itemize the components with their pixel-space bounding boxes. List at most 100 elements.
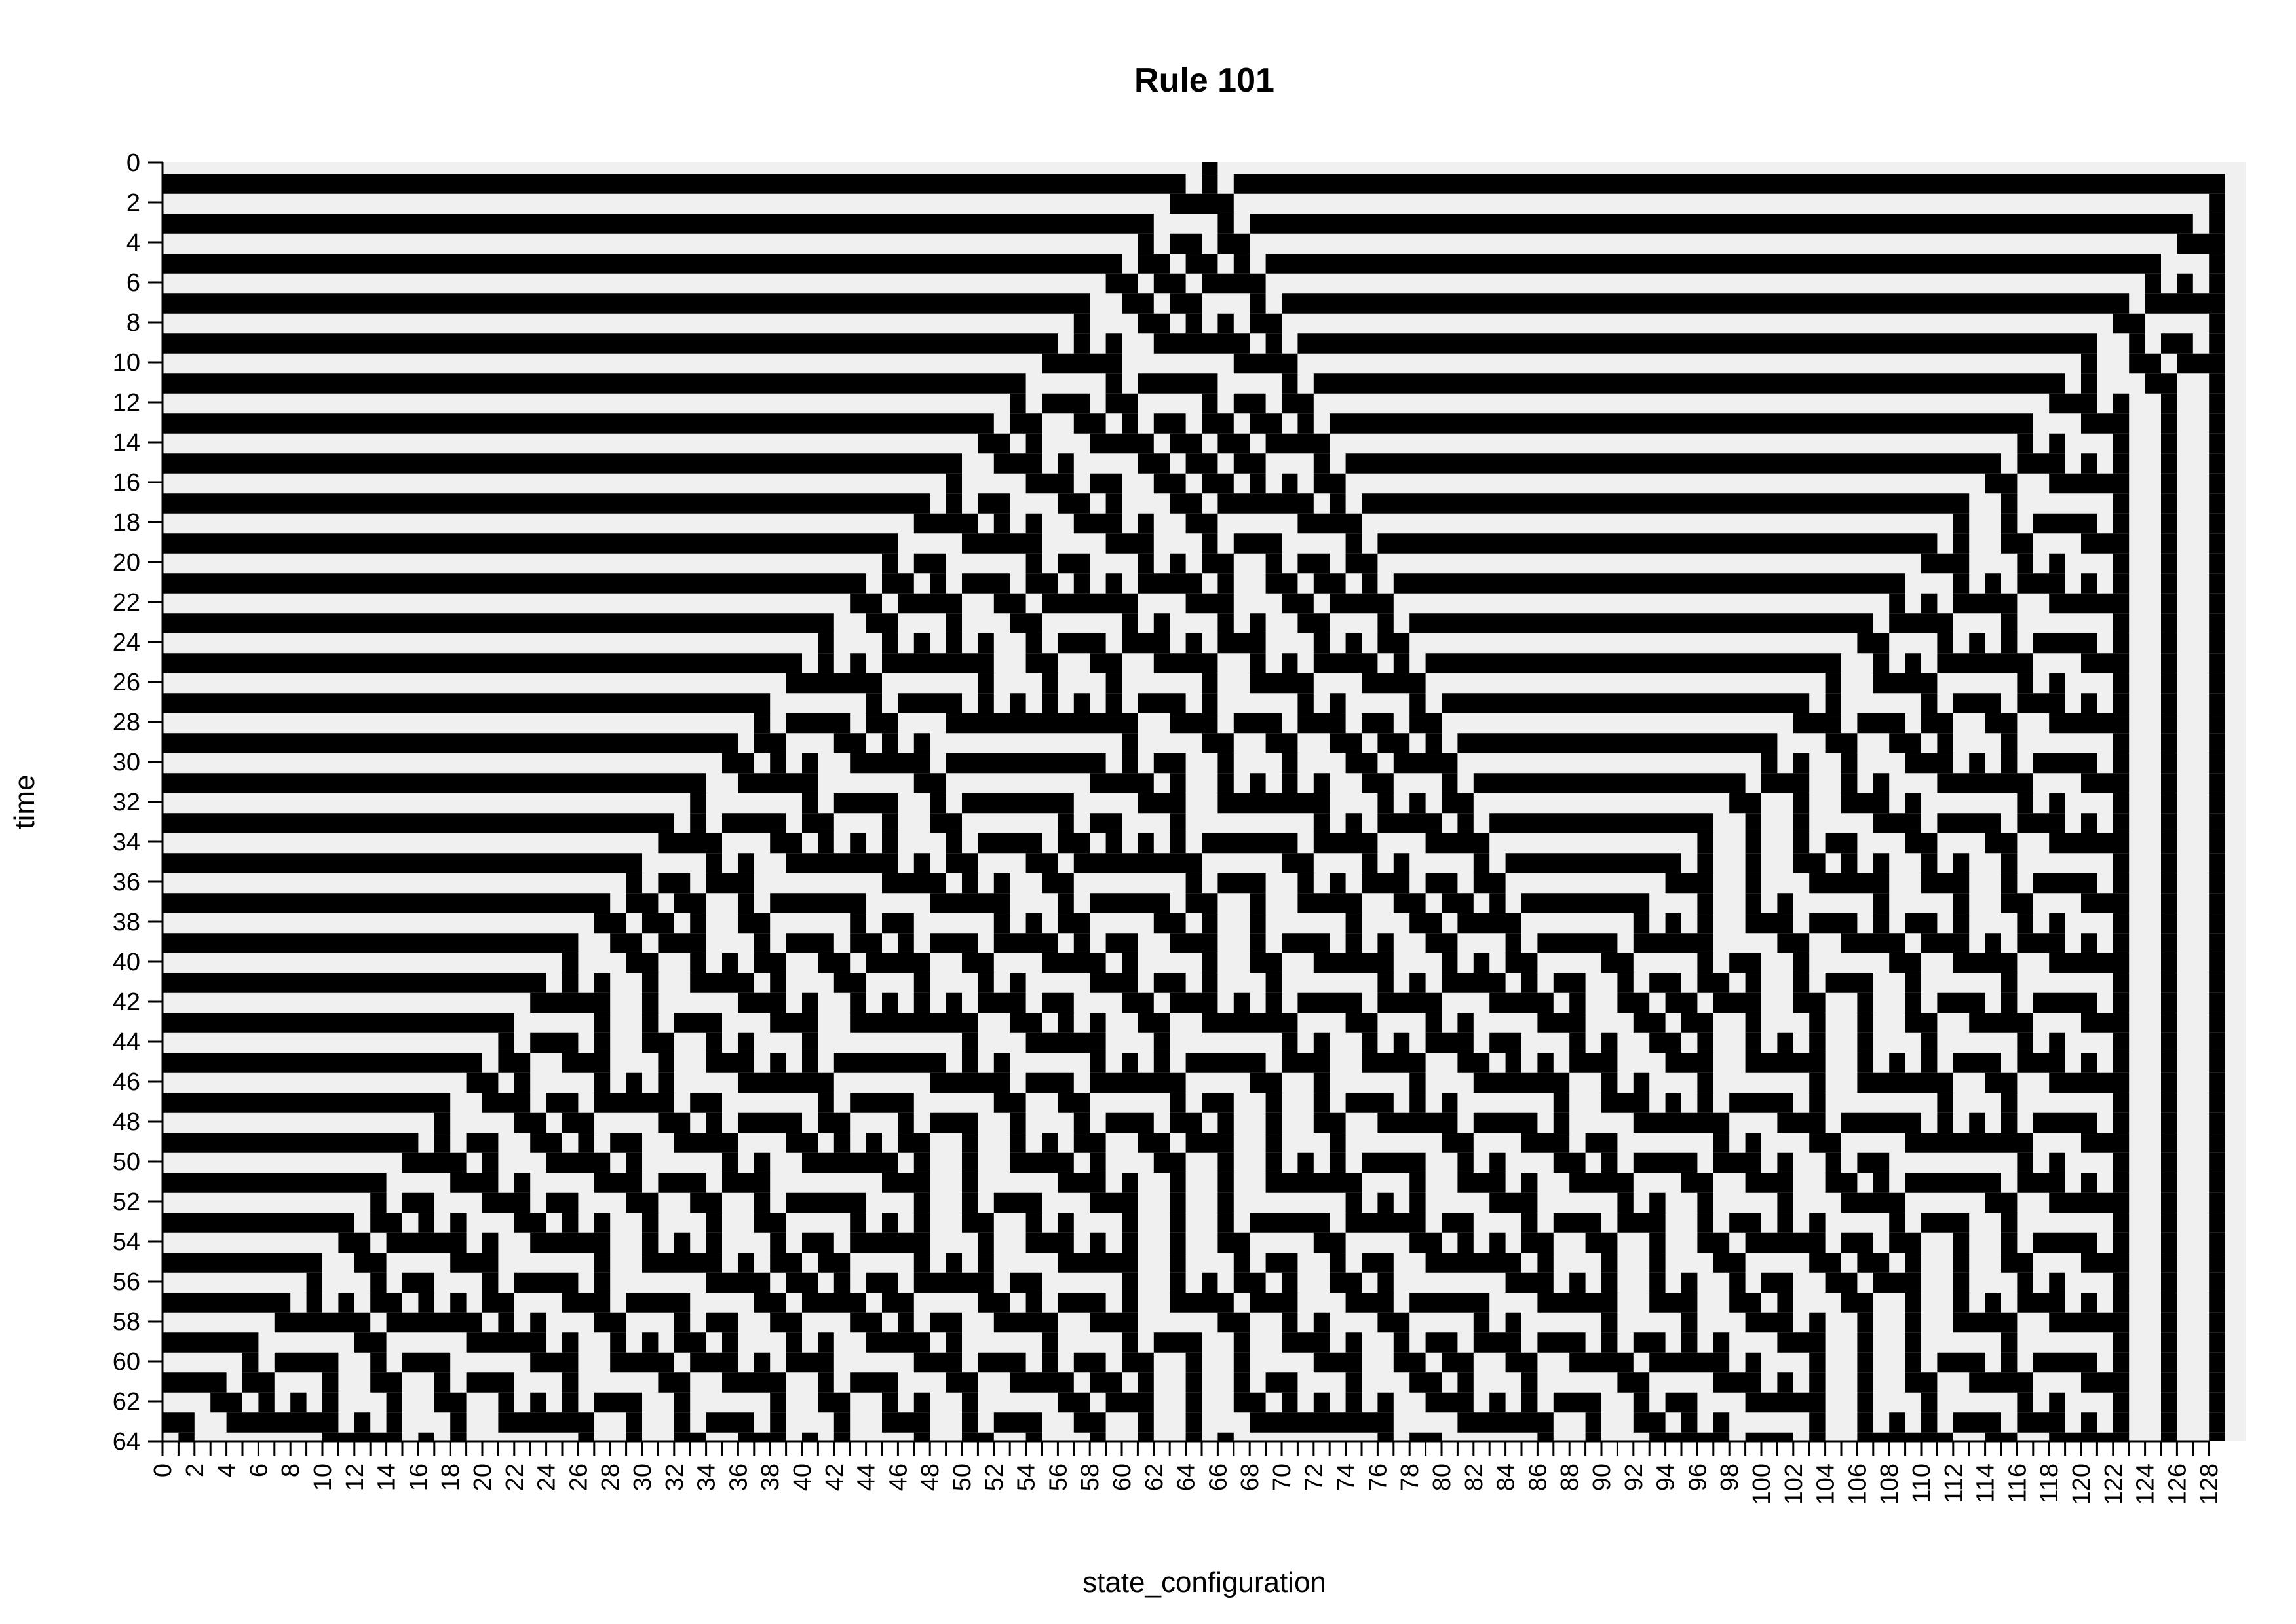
cell-run — [1953, 1412, 2001, 1433]
cell-run — [1362, 1152, 1426, 1173]
cell-run — [626, 873, 642, 894]
cell-run — [1809, 913, 1858, 934]
cell-run — [1233, 453, 1266, 474]
cell-run — [2209, 853, 2225, 873]
cell-run — [1553, 973, 1586, 993]
x-tick-label: 72 — [1301, 1463, 1328, 1491]
cell-run — [913, 1213, 930, 1233]
cell-run — [930, 793, 946, 814]
cell-run — [1042, 1332, 1058, 1353]
cell-run — [1649, 1192, 1666, 1213]
cell-run — [1313, 1352, 1362, 1373]
cell-run — [1505, 1312, 1521, 1333]
cell-run — [1793, 853, 1826, 873]
cell-run — [498, 1312, 514, 1333]
cell-run — [1058, 1213, 1074, 1233]
cell-run — [1377, 533, 1938, 554]
cell-run — [594, 1312, 626, 1333]
cell-run — [2161, 992, 2177, 1013]
cell-run — [1857, 1392, 1873, 1413]
cell-run — [1905, 1013, 1938, 1033]
cell-run — [370, 1352, 387, 1373]
cell-run — [1250, 933, 1266, 953]
cell-run — [594, 1072, 611, 1093]
cell-run — [993, 1053, 1010, 1073]
cell-run — [2161, 1013, 2177, 1033]
cell-run — [1409, 1093, 1426, 1113]
cell-run — [1090, 653, 1122, 673]
cell-run — [770, 1232, 786, 1253]
cell-run — [1185, 1372, 1202, 1393]
cell-run — [706, 1053, 754, 1073]
cell-run — [514, 1072, 531, 1093]
cell-run — [354, 1332, 387, 1353]
cell-run — [2161, 413, 2177, 434]
cell-run — [1473, 873, 1506, 894]
cell-run — [1905, 913, 1938, 934]
cell-run — [850, 1232, 930, 1253]
cell-run — [1233, 393, 1266, 414]
cell-run — [1809, 1352, 1826, 1373]
cell-run — [2161, 773, 2177, 793]
cell-run — [1202, 1272, 1218, 1293]
cell-run — [802, 1032, 818, 1053]
cell-run — [1282, 1053, 1330, 1073]
cell-run — [562, 1332, 579, 1353]
cell-run — [802, 753, 818, 774]
cell-run — [2161, 1412, 2177, 1433]
cell-run — [1105, 273, 1138, 294]
cell-run — [1569, 1032, 1586, 1053]
cell-run — [1633, 933, 1713, 953]
cell-run — [1185, 1412, 1202, 1433]
cell-run — [1473, 853, 1490, 873]
cell-run — [2209, 593, 2225, 614]
cell-run — [946, 633, 962, 654]
y-tick-label: 36 — [113, 869, 140, 896]
cell-run — [1921, 693, 1938, 713]
cell-run — [1857, 633, 1890, 654]
y-tick-label: 64 — [113, 1428, 140, 1456]
x-tick-label: 110 — [1908, 1463, 1936, 1503]
cell-run — [2017, 1152, 2033, 1173]
cell-run — [1330, 413, 2033, 434]
cell-run — [786, 673, 882, 694]
cell-run — [1122, 633, 1170, 654]
cell-run — [1170, 1293, 1234, 1313]
cell-run — [2161, 593, 2177, 614]
cell-run — [163, 973, 546, 993]
cell-run — [626, 1072, 642, 1093]
cell-run — [1425, 833, 1490, 854]
cell-run — [466, 1332, 546, 1353]
cell-run — [1409, 1432, 1442, 1441]
cell-run — [2161, 493, 2177, 514]
x-tick-label: 122 — [2100, 1463, 2128, 1505]
cell-run — [1377, 813, 1442, 833]
cell-run — [1809, 1312, 1826, 1333]
x-tick-label: 116 — [2004, 1463, 2031, 1503]
cell-run — [2161, 473, 2177, 494]
cell-run — [1377, 633, 1410, 654]
cell-run — [2113, 513, 2130, 534]
cell-run — [850, 833, 866, 854]
cell-run — [2113, 633, 2130, 654]
cell-run — [2001, 1112, 2018, 1133]
cell-run — [482, 1272, 499, 1293]
y-tick-label: 58 — [113, 1308, 140, 1336]
y-tick-label: 34 — [113, 829, 140, 856]
cell-run — [1729, 953, 1761, 973]
x-tick-label: 78 — [1396, 1463, 1424, 1491]
cell-run — [770, 1013, 818, 1033]
cell-run — [163, 813, 674, 833]
cell-run — [1170, 813, 1186, 833]
cell-run — [1921, 1053, 1938, 1073]
cell-run — [1122, 1272, 1138, 1293]
cell-run — [1537, 1293, 1618, 1313]
cell-run — [1745, 1312, 1793, 1333]
cell-run — [2017, 793, 2033, 814]
cell-run — [2081, 453, 2097, 474]
x-tick-label: 22 — [501, 1463, 529, 1491]
cell-run — [1090, 813, 1122, 833]
cell-run — [1809, 1213, 1826, 1233]
cell-run — [354, 1253, 387, 1273]
cell-run — [2049, 1152, 2065, 1173]
